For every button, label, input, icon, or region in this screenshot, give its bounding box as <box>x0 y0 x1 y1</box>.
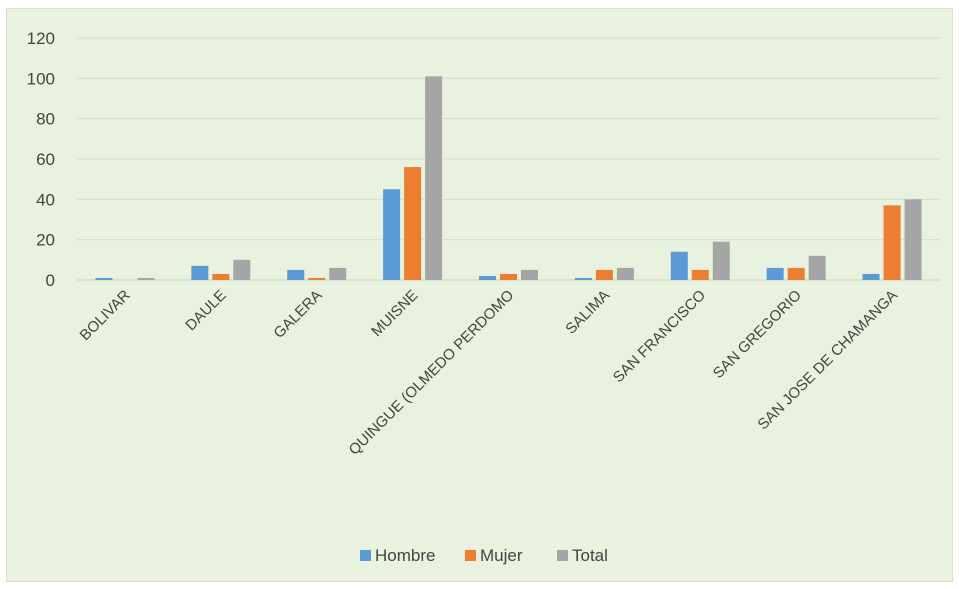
bar-hombre <box>191 265 209 280</box>
y-tick-label: 60 <box>36 150 55 169</box>
bar-total <box>616 267 634 280</box>
bar-mujer <box>787 267 805 280</box>
y-tick-label: 20 <box>36 231 55 250</box>
bar-mujer <box>308 277 326 280</box>
bars <box>95 76 922 280</box>
bar-total <box>521 269 538 280</box>
chart-frame <box>6 8 953 582</box>
bar-mujer <box>883 205 901 280</box>
bar-hombre <box>479 275 496 280</box>
bar-mujer <box>691 269 709 280</box>
x-category-label: SAN FRANCISCO <box>610 287 709 386</box>
legend-swatch-mujer <box>465 550 476 561</box>
bar-total <box>808 255 826 280</box>
y-tick-label: 40 <box>36 190 55 209</box>
bar-total <box>904 199 922 280</box>
y-tick-label: 100 <box>27 69 55 88</box>
legend-swatch-hombre <box>360 550 371 561</box>
x-category-label: QUINGUE (OLMEDO PERDOMO <box>346 287 518 459</box>
x-category-label: GALERA <box>270 287 325 342</box>
bar-hombre <box>383 189 401 280</box>
x-category-label: SALIMA <box>562 287 613 338</box>
y-tick-label: 80 <box>36 110 55 129</box>
bar-total <box>712 241 730 280</box>
y-tick-label: 0 <box>46 271 55 290</box>
legend-label-hombre: Hombre <box>375 546 435 565</box>
bar-total <box>425 76 443 280</box>
bar-hombre <box>766 267 784 280</box>
y-tick-label: 120 <box>27 29 55 48</box>
legend: Hombre Mujer Total <box>360 546 608 565</box>
bar-hombre <box>862 273 880 280</box>
bar-hombre <box>574 277 592 280</box>
bar-mujer <box>212 273 230 280</box>
x-category-label: MUISNE <box>368 287 421 340</box>
bar-total <box>329 267 347 280</box>
bar-hombre <box>287 269 305 280</box>
bar-hombre <box>95 277 113 280</box>
x-category-label: DAULE <box>182 287 229 334</box>
x-category-label: SAN GREGORIO <box>710 287 805 382</box>
bar-total <box>137 277 155 280</box>
x-category-label: BOLIVAR <box>77 287 134 344</box>
gridlines <box>77 37 940 281</box>
bar-hombre <box>670 251 688 280</box>
bar-mujer <box>595 269 613 280</box>
legend-label-total: Total <box>572 546 608 565</box>
legend-label-mujer: Mujer <box>480 546 523 565</box>
bar-total <box>233 259 251 280</box>
y-axis: 0 20 40 60 80 100 120 <box>27 29 55 290</box>
legend-swatch-total <box>557 550 568 561</box>
bar-mujer <box>500 273 517 280</box>
bar-mujer <box>404 167 422 280</box>
